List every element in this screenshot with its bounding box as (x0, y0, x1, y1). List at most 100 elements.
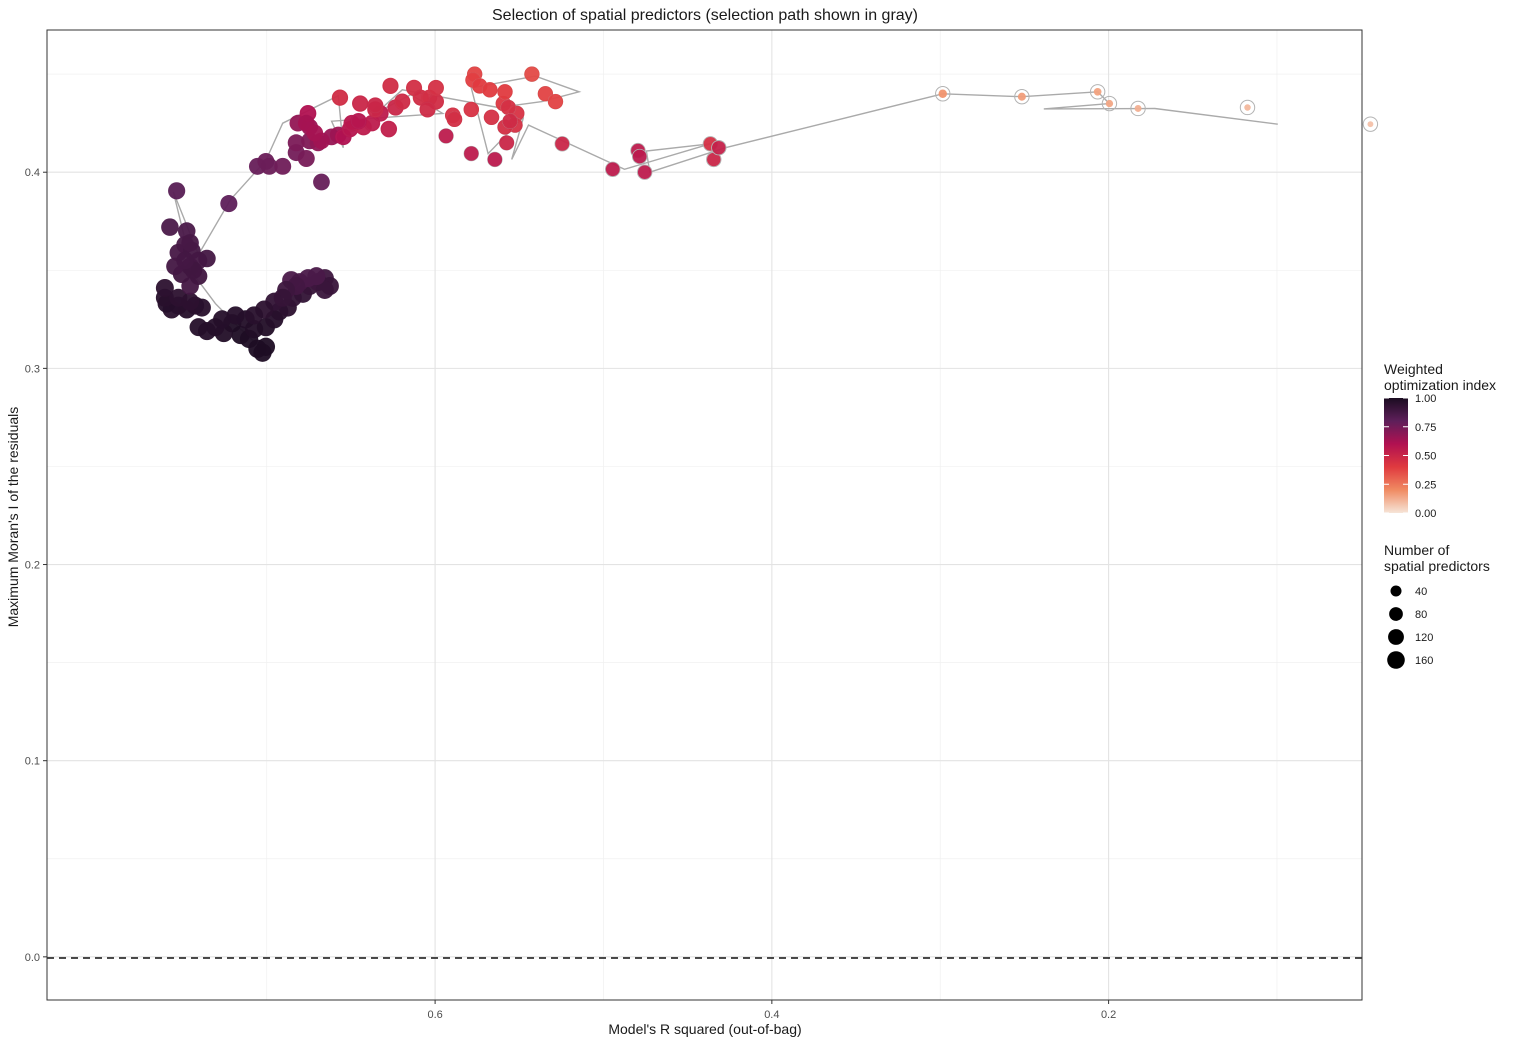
data-point (555, 136, 570, 151)
selection-marker (1130, 100, 1146, 117)
data-point (313, 173, 330, 191)
selection-marker (1089, 84, 1106, 100)
data-point (446, 111, 463, 128)
selection-path-line (172, 75, 1278, 354)
data-point (632, 149, 647, 164)
data-point (307, 267, 326, 286)
points (155, 66, 1379, 362)
size-legend-label: 120 (1415, 632, 1433, 644)
selection-marker (1014, 88, 1030, 105)
data-point (245, 306, 264, 325)
x-axis-label: Model's R squared (out-of-bag) (608, 1021, 801, 1037)
data-point (1244, 104, 1251, 111)
size-legend-label: 160 (1415, 655, 1433, 667)
data-point (427, 79, 444, 96)
data-point (524, 66, 540, 82)
color-legend-title-line-1: Weighted (1384, 361, 1443, 377)
data-point (712, 140, 726, 155)
data-point (464, 146, 479, 161)
data-point (169, 288, 188, 307)
size-legend-key (1390, 585, 1402, 597)
data-point (483, 109, 500, 126)
selection-marker (935, 86, 951, 102)
plot-border (46, 29, 1363, 1001)
y-axis-label: Maximum Moran's I of the residuals (5, 407, 21, 628)
data-point (306, 124, 324, 142)
colorbar-tick-label: 0.25 (1415, 479, 1436, 491)
data-point (161, 218, 179, 236)
colorbar-tick-label: 0.75 (1415, 422, 1436, 434)
size-legend-key (1389, 607, 1403, 621)
data-point (500, 99, 516, 116)
size-legend-title-line-2: spatial predictors (1384, 558, 1490, 574)
data-point (499, 135, 515, 151)
data-point (463, 101, 480, 118)
data-point (273, 288, 292, 307)
y-axis-ticks: 0.0 0.1 0.2 0.3 0.4 (25, 167, 47, 964)
data-point (260, 157, 278, 175)
data-point (1367, 121, 1374, 128)
colorbar-ticks: 1.00 0.75 0.50 0.25 0.00 (1384, 393, 1436, 520)
y-tick-label: 0.3 (25, 363, 40, 375)
data-point (605, 162, 620, 177)
colorbar-tick-label: 0.00 (1415, 508, 1436, 520)
data-point (707, 152, 721, 167)
size-legend-label: 40 (1415, 586, 1427, 598)
data-point (352, 95, 369, 112)
data-point (350, 112, 367, 130)
size-legend-title-line-1: Number of (1384, 542, 1449, 558)
selection-marker (637, 164, 653, 180)
chart-title: Selection of spatial predictors (selecti… (492, 7, 918, 24)
selection-marker (1239, 99, 1256, 116)
data-point (482, 82, 498, 98)
selection-marker (631, 148, 648, 165)
data-point (1105, 99, 1114, 108)
x-tick-label: 0.2 (1101, 1009, 1116, 1021)
data-point (226, 306, 245, 325)
selection-marker (711, 139, 727, 156)
color-legend-title-line-2: optimization index (1384, 377, 1496, 393)
colorbar-tick-label: 0.50 (1415, 451, 1436, 463)
data-point (274, 157, 292, 175)
data-point (155, 278, 174, 297)
selection-marker (1101, 95, 1118, 112)
data-point (287, 134, 305, 152)
x-axis-ticks: 0.6 0.4 0.2 (427, 1000, 1116, 1021)
selection-marker (1362, 116, 1379, 132)
selection-marker (605, 161, 621, 177)
x-tick-label: 0.6 (427, 1009, 442, 1021)
data-point (176, 251, 194, 270)
data-point (198, 249, 216, 268)
x-tick-label: 0.4 (764, 1009, 779, 1021)
data-point (547, 93, 564, 110)
data-point (1017, 92, 1026, 101)
size-legend-label: 80 (1415, 609, 1427, 621)
data-point (380, 120, 398, 138)
colorbar-tick-label: 1.00 (1415, 393, 1436, 405)
data-point (487, 152, 503, 167)
data-point (220, 195, 238, 213)
data-point (297, 150, 315, 167)
data-point (315, 280, 334, 299)
data-point (382, 77, 399, 95)
data-point (419, 101, 436, 118)
grid (47, 30, 1362, 1000)
size-legend: Number of spatial predictors 40 80 120 160 (1384, 542, 1490, 669)
y-tick-label: 0.2 (25, 560, 40, 572)
data-point (331, 89, 349, 106)
data-point (256, 337, 276, 356)
data-point (637, 165, 652, 180)
data-point (502, 113, 518, 129)
data-point (938, 89, 947, 98)
data-point (497, 84, 513, 100)
size-legend-key (1388, 629, 1404, 645)
data-point (168, 182, 186, 200)
data-point (438, 128, 454, 144)
data-point (181, 234, 199, 252)
y-tick-label: 0.4 (25, 167, 40, 179)
selection-marker (554, 136, 570, 152)
data-point (189, 318, 208, 337)
color-legend: Weighted optimization index 1.00 0.75 0.50… (1384, 361, 1496, 520)
size-legend-keys: 40 80 120 160 (1387, 585, 1433, 669)
